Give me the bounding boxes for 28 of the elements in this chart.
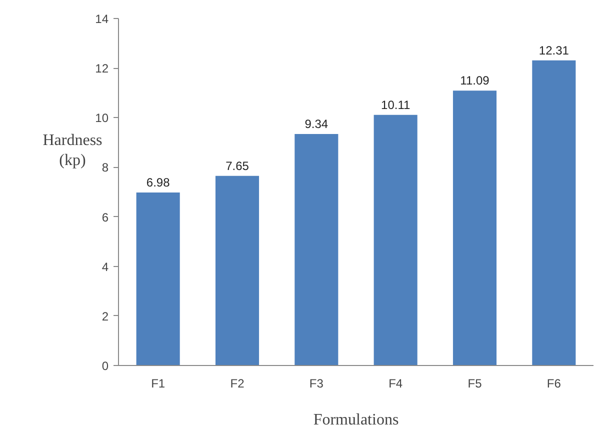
data-label: 10.11: [381, 98, 410, 112]
bar: [294, 134, 338, 366]
x-tick-label: F3: [309, 376, 324, 390]
y-tick-label: 0: [102, 359, 109, 373]
x-tick-label: F6: [546, 376, 562, 390]
y-tick-label: 14: [95, 12, 109, 26]
data-label: 11.09: [460, 74, 490, 88]
y-tick-label: 6: [102, 210, 109, 224]
x-tick-label: F1: [151, 376, 166, 390]
y-tick-label: 12: [95, 62, 109, 76]
bar: [136, 192, 180, 366]
x-tick-label: F4: [388, 376, 403, 390]
y-axis-title: Hardness (kp): [42, 132, 102, 170]
bar: [215, 176, 260, 366]
y-tick-label: 4: [102, 260, 109, 274]
x-tick-label: F5: [468, 376, 482, 390]
y-tick-label: 8: [102, 160, 109, 175]
data-label: 12.31: [538, 43, 570, 58]
data-label: 7.65: [226, 158, 250, 173]
y-tick-label: 2: [102, 309, 109, 324]
bar: [532, 60, 576, 366]
data-label: 6.98: [146, 175, 170, 190]
bar: [374, 114, 418, 366]
x-tick-label: F2: [230, 376, 245, 390]
y-tick-label: 10: [95, 111, 109, 126]
data-label: 9.34: [304, 117, 328, 131]
bar: [452, 90, 497, 366]
x-axis-title: Formulations: [313, 412, 399, 428]
